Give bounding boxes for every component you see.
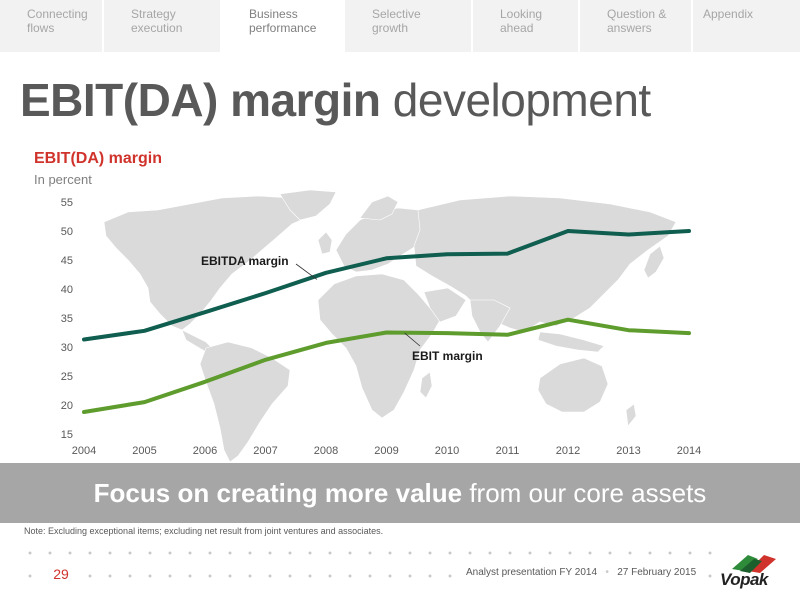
x-tick-label: 2008 bbox=[314, 445, 338, 457]
nav-tab-label: Appendix bbox=[703, 7, 754, 21]
banner-light-text: from our core assets bbox=[462, 478, 707, 508]
map-africa bbox=[317, 273, 441, 419]
x-tick-label: 2007 bbox=[253, 445, 277, 457]
map-new-zealand bbox=[625, 403, 637, 427]
series-label-ebitda-margin: EBITDA margin bbox=[201, 254, 289, 268]
footer-dots-top bbox=[20, 550, 790, 556]
map-north-america bbox=[103, 195, 315, 331]
map-greenland bbox=[279, 190, 337, 221]
x-tick-label: 2009 bbox=[374, 445, 398, 457]
map-arabia bbox=[423, 287, 467, 323]
page-title-bold: EBIT(DA) margin bbox=[20, 74, 381, 126]
map-southeast-asia-islands bbox=[537, 331, 605, 353]
footer-info: Analyst presentation FY 2014 • 27 Februa… bbox=[462, 567, 701, 578]
series-lines bbox=[82, 229, 691, 414]
series-line-ebit-margin bbox=[82, 317, 691, 414]
nav-tab-business-performance[interactable]: Business performance bbox=[222, 0, 345, 52]
ebit-leader-line bbox=[404, 332, 421, 347]
series-labels: EBITDA margin EBIT margin bbox=[201, 254, 483, 363]
vopak-logo-text: Vopak bbox=[720, 570, 768, 589]
x-tick-label: 2010 bbox=[435, 445, 459, 457]
nav-tab-appendix[interactable]: Appendix bbox=[693, 0, 800, 52]
x-tick-label: 2014 bbox=[677, 445, 701, 457]
nav-tab-label: Business performance bbox=[249, 7, 317, 35]
nav-tab-selective-growth[interactable]: Selective growth bbox=[345, 0, 473, 52]
x-axis: 2004 2005 2006 2007 2008 2009 2010 2011 2012 2013… bbox=[72, 445, 701, 457]
footer-dots-bottom bbox=[20, 573, 790, 579]
vopak-logo-mark bbox=[732, 555, 776, 573]
nav-tab-label: Question & answers bbox=[607, 7, 667, 35]
y-tick-label: 35 bbox=[61, 313, 73, 325]
nav-tab-label: Strategy execution bbox=[131, 7, 183, 35]
x-tick-label: 2004 bbox=[72, 445, 96, 457]
ebitda-leader-line bbox=[295, 263, 318, 280]
map-asia bbox=[413, 195, 677, 333]
map-japan bbox=[643, 245, 665, 279]
map-uk bbox=[317, 231, 333, 255]
y-tick-label: 40 bbox=[61, 284, 73, 296]
key-message-banner: Focus on creating more value from our co… bbox=[0, 463, 800, 523]
map-australia bbox=[537, 357, 609, 413]
nav-tab-label: Looking ahead bbox=[500, 7, 543, 35]
page-number: 29 bbox=[46, 566, 76, 582]
chart-subtitle: In percent bbox=[34, 172, 92, 187]
page-title: EBIT(DA) margin development bbox=[20, 72, 651, 128]
vopak-logo: Vopak bbox=[718, 551, 790, 591]
section-nav: Connecting flows Strategy execution Busine… bbox=[0, 0, 800, 52]
banner-bold-text: Focus on creating more value bbox=[93, 478, 463, 508]
y-tick-label: 20 bbox=[61, 400, 73, 412]
y-tick-label: 55 bbox=[61, 197, 73, 209]
presentation-date: 27 February 2015 bbox=[617, 567, 697, 578]
presentation-name: Analyst presentation FY 2014 bbox=[466, 567, 598, 578]
footnote: Note: Excluding exceptional items; exclu… bbox=[24, 526, 384, 536]
nav-tab-looking-ahead[interactable]: Looking ahead bbox=[473, 0, 580, 52]
y-tick-label: 50 bbox=[61, 226, 73, 238]
map-scandinavia bbox=[359, 195, 399, 221]
y-tick-label: 25 bbox=[61, 371, 73, 383]
nav-tab-question-answers[interactable]: Question & answers bbox=[580, 0, 693, 52]
y-axis: 15 20 25 30 35 40 45 50 55 bbox=[61, 197, 73, 441]
series-label-ebit-margin: EBIT margin bbox=[412, 349, 483, 363]
page-title-light: development bbox=[380, 74, 651, 126]
y-tick-label: 15 bbox=[61, 429, 73, 441]
y-tick-label: 45 bbox=[61, 255, 73, 267]
y-tick-label: 30 bbox=[61, 342, 73, 354]
series-line-ebitda-margin bbox=[82, 229, 691, 342]
nav-tab-strategy-execution[interactable]: Strategy execution bbox=[104, 0, 222, 52]
x-tick-label: 2012 bbox=[556, 445, 580, 457]
chart-title: EBIT(DA) margin bbox=[34, 150, 162, 167]
footer-separator: • bbox=[605, 567, 609, 578]
world-map-background bbox=[103, 190, 677, 462]
x-tick-label: 2006 bbox=[193, 445, 217, 457]
map-south-america bbox=[199, 341, 291, 462]
x-tick-label: 2013 bbox=[616, 445, 640, 457]
x-tick-label: 2011 bbox=[496, 445, 520, 457]
x-tick-label: 2005 bbox=[132, 445, 156, 457]
nav-tab-label: Connecting flows bbox=[27, 7, 88, 35]
nav-tab-label: Selective growth bbox=[372, 7, 421, 35]
map-madagascar bbox=[419, 371, 433, 399]
nav-tab-connecting-flows[interactable]: Connecting flows bbox=[0, 0, 104, 52]
